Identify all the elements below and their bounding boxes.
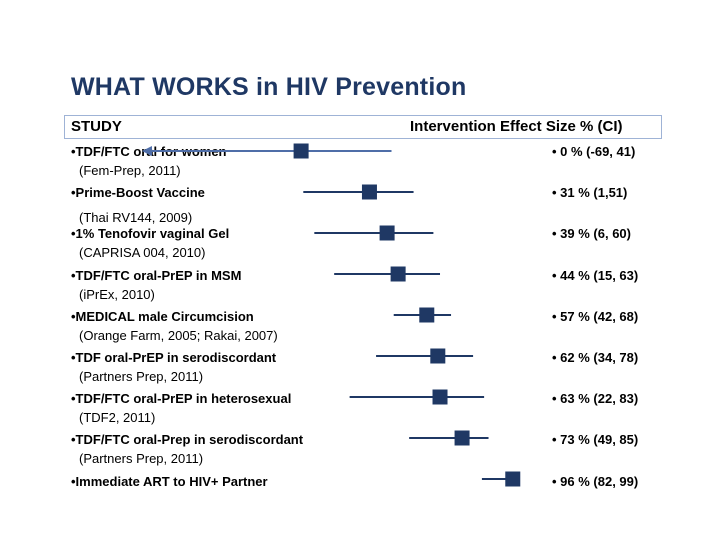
effect-estimate-marker (430, 348, 446, 364)
study-name: •TDF/FTC oral-Prep in serodiscordant (71, 432, 304, 448)
study-name: •TDF/FTC oral-PrEP in MSM (71, 267, 242, 283)
table-header-bar: STUDY Intervention Effect Size % (CI) (64, 115, 662, 139)
effect-estimate-marker (293, 143, 309, 159)
effect-estimate-marker (454, 430, 470, 446)
effect-size-label: • 96 % (82, 99) (552, 473, 639, 489)
effect-estimate-marker (379, 225, 395, 241)
effect-size-label: • 63 % (22, 83) (552, 391, 639, 407)
effect-size-label: • 0 % (-69, 41) (552, 144, 636, 159)
effect-estimate-marker (432, 389, 448, 405)
study-reference: (Partners Prep, 2011) (79, 369, 204, 384)
effect-size-label: • 31 % (1,51) (552, 185, 628, 201)
effect-estimate-marker (361, 184, 377, 200)
study-name: •TDF/FTC oral-PrEP in heterosexual (71, 391, 292, 407)
slide-title: WHAT WORKS in HIV Prevention (71, 73, 467, 101)
study-reference: (CAPRISA 004, 2010) (79, 245, 206, 261)
study-name: •1% Tenofovir vaginal Gel (71, 226, 230, 242)
effect-size-label: • 57 % (42, 68) (552, 308, 639, 324)
effect-estimate-marker (390, 266, 406, 282)
study-reference: (Partners Prep, 2011) (79, 451, 204, 467)
study-reference: (iPrEx, 2010) (79, 286, 155, 302)
study-reference: (TDF2, 2011) (79, 410, 156, 426)
study-name: •TDF oral-PrEP in serodiscordant (71, 350, 277, 365)
effect-size-label: • 73 % (49, 85) (552, 432, 639, 448)
effect-size-label: • 44 % (15, 63) (552, 267, 639, 283)
study-reference: (Orange Farm, 2005; Rakai, 2007) (79, 327, 278, 343)
study-name: •Prime-Boost Vaccine (71, 185, 205, 201)
effect-estimate-marker (505, 471, 521, 487)
effect-size-label: • 39 % (6, 60) (552, 226, 631, 242)
study-name: •MEDICAL male Circumcision (71, 308, 254, 324)
study-name: •Immediate ART to HIV+ Partner (71, 473, 268, 489)
effect-column-header: Intervention Effect Size % (CI) (410, 118, 623, 135)
effect-size-label: • 62 % (34, 78) (552, 350, 639, 365)
confidence-interval-arrow (141, 146, 152, 156)
effect-estimate-marker (419, 307, 435, 323)
study-reference: (Fem-Prep, 2011) (79, 163, 181, 178)
study-reference: (Thai RV144, 2009) (79, 210, 193, 226)
study-column-header: STUDY (71, 118, 122, 135)
